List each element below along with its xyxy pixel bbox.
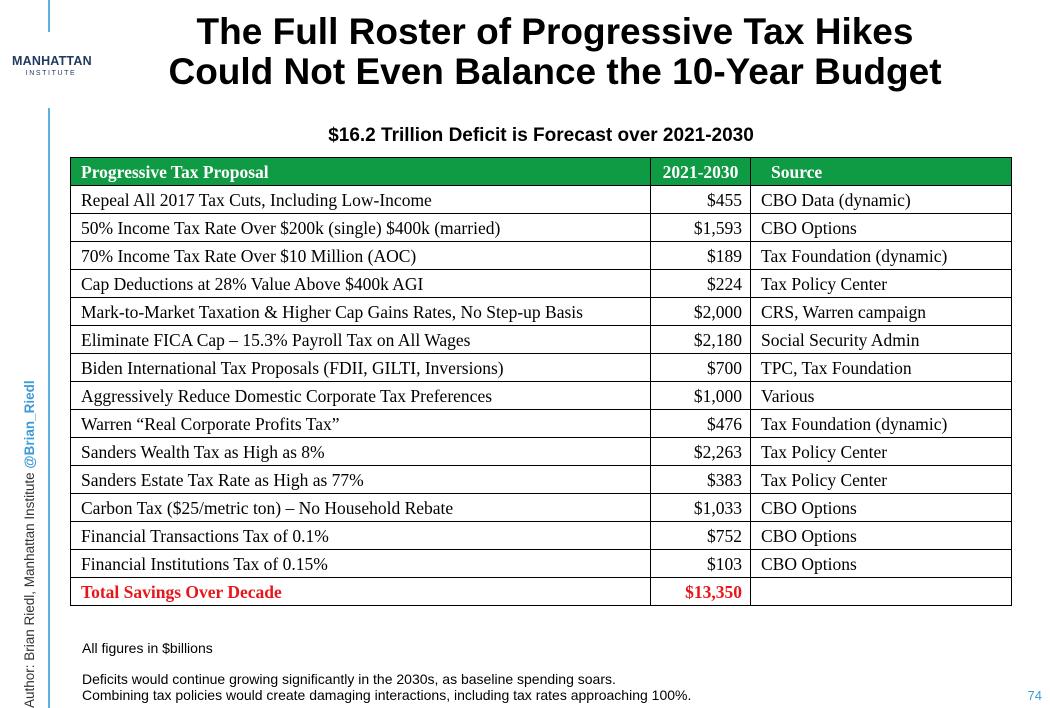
logo-line2: INSTITUTE (25, 70, 77, 77)
cell-proposal: 70% Income Tax Rate Over $10 Million (AO… (70, 241, 651, 270)
logo-line1: MANHATTAN (12, 54, 92, 68)
cell-proposal: Carbon Tax ($25/metric ton) – No Househo… (70, 493, 651, 522)
cell-proposal: Mark-to-Market Taxation & Higher Cap Gai… (70, 297, 651, 326)
cell-source: Tax Policy Center (750, 269, 1012, 298)
side-rule-top (48, 0, 50, 32)
side-rule-bottom (48, 108, 50, 708)
cell-source: CBO Options (750, 521, 1012, 550)
header-amount: 2021-2030 (650, 157, 751, 186)
cell-amount: $383 (650, 465, 751, 494)
cell-source: Tax Policy Center (750, 465, 1012, 494)
table-row: Financial Institutions Tax of 0.15% $103 C… (70, 549, 1012, 578)
cell-amount: $1,593 (650, 213, 751, 242)
cell-source: CBO Data (dynamic) (750, 185, 1012, 214)
total-row: Total Savings Over Decade $13,350 (70, 577, 1012, 606)
cell-proposal: Financial Institutions Tax of 0.15% (70, 549, 651, 578)
total-amount: $13,350 (650, 577, 751, 606)
cell-source: CBO Options (750, 213, 1012, 242)
header-proposal: Progressive Tax Proposal (70, 157, 651, 186)
footnote-line2: Combining tax policies would create dama… (82, 687, 692, 703)
cell-proposal: Aggressively Reduce Domestic Corporate T… (70, 381, 651, 410)
cell-proposal: Eliminate FICA Cap – 15.3% Payroll Tax o… (70, 325, 651, 354)
cell-source: CBO Options (750, 493, 1012, 522)
header-source: Source (750, 157, 1012, 186)
cell-source: CRS, Warren campaign (750, 297, 1012, 326)
manhattan-institute-logo: MANHATTAN INSTITUTE (12, 54, 92, 77)
cell-amount: $189 (650, 241, 751, 270)
table-row: Repeal All 2017 Tax Cuts, Including Low-… (70, 185, 1012, 214)
total-label: Total Savings Over Decade (70, 577, 651, 606)
cell-proposal: Sanders Wealth Tax as High as 8% (70, 437, 651, 466)
cell-source: CBO Options (750, 549, 1012, 578)
table-row: 50% Income Tax Rate Over $200k (single) … (70, 213, 1012, 242)
table-row: Sanders Wealth Tax as High as 8% $2,263 Ta… (70, 437, 1012, 466)
cell-proposal: Warren “Real Corporate Profits Tax” (70, 409, 651, 438)
author-text: Author: Brian Riedl, Manhattan Institute (22, 472, 37, 708)
table-row: Eliminate FICA Cap – 15.3% Payroll Tax o… (70, 325, 1012, 354)
units-note: All figures in $billions (82, 640, 213, 656)
cell-amount: $224 (650, 269, 751, 298)
cell-source: Various (750, 381, 1012, 410)
cell-amount: $1,000 (650, 381, 751, 410)
author-credit: Author: Brian Riedl, Manhattan Institute… (22, 380, 37, 708)
cell-source: Social Security Admin (750, 325, 1012, 354)
page-title: The Full Roster of Progressive Tax Hikes… (100, 12, 1010, 92)
cell-amount: $700 (650, 353, 751, 382)
cell-amount: $752 (650, 521, 751, 550)
table-row: Biden International Tax Proposals (FDII,… (70, 353, 1012, 382)
footnote-line1: Deficits would continue growing signific… (82, 671, 616, 687)
cell-amount: $455 (650, 185, 751, 214)
table-subtitle: $16.2 Trillion Deficit is Forecast over … (328, 125, 754, 146)
cell-proposal: 50% Income Tax Rate Over $200k (single) … (70, 213, 651, 242)
page-number: 74 (1027, 688, 1042, 703)
cell-source: Tax Foundation (dynamic) (750, 409, 1012, 438)
cell-amount: $476 (650, 409, 751, 438)
cell-source: Tax Foundation (dynamic) (750, 241, 1012, 270)
table-row: Warren “Real Corporate Profits Tax” $476 T… (70, 409, 1012, 438)
tax-proposal-table: Progressive Tax Proposal 2021-2030 Sourc… (70, 157, 1012, 606)
cell-amount: $1,033 (650, 493, 751, 522)
table-row: Sanders Estate Tax Rate as High as 77% $3… (70, 465, 1012, 494)
cell-amount: $2,263 (650, 437, 751, 466)
cell-source: TPC, Tax Foundation (750, 353, 1012, 382)
table-row: Aggressively Reduce Domestic Corporate T… (70, 381, 1012, 410)
cell-proposal: Cap Deductions at 28% Value Above $400k … (70, 269, 651, 298)
cell-proposal: Biden International Tax Proposals (FDII,… (70, 353, 651, 382)
cell-amount: $103 (650, 549, 751, 578)
title-line2: Could Not Even Balance the 10-Year Budge… (168, 51, 942, 92)
cell-proposal: Financial Transactions Tax of 0.1% (70, 521, 651, 550)
cell-amount: $2,180 (650, 325, 751, 354)
total-source (750, 577, 1012, 606)
cell-proposal: Repeal All 2017 Tax Cuts, Including Low-… (70, 185, 651, 214)
cell-amount: $2,000 (650, 297, 751, 326)
title-line1: The Full Roster of Progressive Tax Hikes (196, 11, 914, 52)
cell-source: Tax Policy Center (750, 437, 1012, 466)
table-row: 70% Income Tax Rate Over $10 Million (AO… (70, 241, 1012, 270)
table-row: Financial Transactions Tax of 0.1% $752 CB… (70, 521, 1012, 550)
table-row: Cap Deductions at 28% Value Above $400k … (70, 269, 1012, 298)
table-row: Carbon Tax ($25/metric ton) – No Househo… (70, 493, 1012, 522)
twitter-handle: @Brian_Riedl (22, 380, 37, 469)
table-header-row: Progressive Tax Proposal 2021-2030 Sourc… (70, 157, 1012, 186)
table-row: Mark-to-Market Taxation & Higher Cap Gai… (70, 297, 1012, 326)
cell-proposal: Sanders Estate Tax Rate as High as 77% (70, 465, 651, 494)
